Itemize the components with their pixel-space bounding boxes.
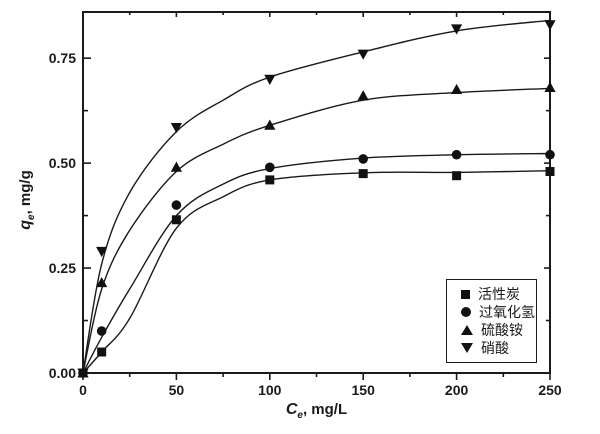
data-point-triangle-up: [96, 276, 108, 288]
y-axis-symbol: q: [17, 219, 34, 230]
data-point-square: [452, 171, 462, 181]
data-point-circle: [545, 149, 555, 160]
y-tick-label: 0.00: [49, 365, 76, 381]
data-point-triangle-up: [357, 90, 369, 101]
data-point-square: [171, 215, 181, 225]
data-point-triangle-down: [264, 74, 276, 85]
data-point-triangle-down: [544, 20, 556, 31]
data-point-square: [545, 167, 555, 177]
x-axis-title: Ce, mg/L: [83, 401, 550, 421]
x-tick-label: 0: [79, 382, 87, 398]
data-point-triangle-down: [77, 368, 89, 379]
data-point-square: [97, 347, 107, 357]
fit-curve-square: [82, 170, 551, 374]
x-tick-label: 150: [352, 382, 376, 398]
data-point-triangle-down: [357, 49, 369, 60]
x-tick-label: 100: [258, 382, 282, 398]
legend-item-ammonium-sulfate: 硫酸铵: [461, 323, 536, 337]
legend-label: 硫酸铵: [481, 322, 523, 338]
data-point-triangle-up: [264, 119, 276, 130]
y-axis-units: , mg/g: [17, 170, 34, 215]
legend-item-activated-carbon: 活性炭: [461, 287, 536, 301]
data-point-triangle-down: [96, 246, 108, 258]
data-point-triangle-down: [170, 123, 182, 134]
legend-label: 硝酸: [481, 340, 509, 356]
triangle-down-marker-icon: [461, 343, 473, 353]
legend-label: 活性炭: [478, 286, 520, 302]
y-axis-title: qe, mg/g: [17, 170, 37, 230]
x-tick-label: 250: [538, 382, 562, 398]
circle-marker-icon: [461, 307, 471, 317]
fit-curve-triangle-up: [82, 87, 551, 374]
fit-curve-triangle-down: [82, 19, 551, 374]
legend-item-hydrogen-peroxide: 过氧化氢: [461, 305, 536, 319]
y-tick-label: 0.50: [49, 155, 76, 171]
data-point-circle: [358, 154, 369, 164]
square-marker-icon: [461, 289, 470, 299]
data-point-circle: [265, 162, 275, 173]
data-point-triangle-up: [170, 161, 182, 172]
legend-item-nitric-acid: 硝酸: [461, 341, 536, 355]
y-tick-label: 0.75: [49, 50, 76, 66]
data-point-triangle-down: [451, 24, 463, 35]
data-point-circle: [451, 149, 462, 160]
y-tick-label: 0.25: [49, 260, 76, 276]
legend-label: 过氧化氢: [479, 304, 535, 320]
y-axis-subscript: e: [26, 214, 37, 220]
data-point-square: [265, 175, 275, 185]
data-point-circle: [96, 326, 107, 336]
legend-box: 活性炭 过氧化氢 硫酸铵 硝酸: [446, 279, 537, 363]
x-tick-label: 50: [169, 382, 185, 398]
x-axis-subscript: e: [297, 410, 303, 421]
fit-curve-circle: [82, 152, 551, 374]
data-point-square: [358, 169, 368, 179]
data-point-triangle-up: [451, 83, 463, 95]
data-point-triangle-up: [544, 81, 556, 92]
triangle-up-marker-icon: [461, 325, 473, 335]
data-point-circle: [171, 200, 182, 210]
x-axis-units: , mg/L: [302, 401, 348, 418]
x-axis-symbol: C: [285, 401, 298, 418]
x-tick-label: 200: [445, 382, 469, 398]
